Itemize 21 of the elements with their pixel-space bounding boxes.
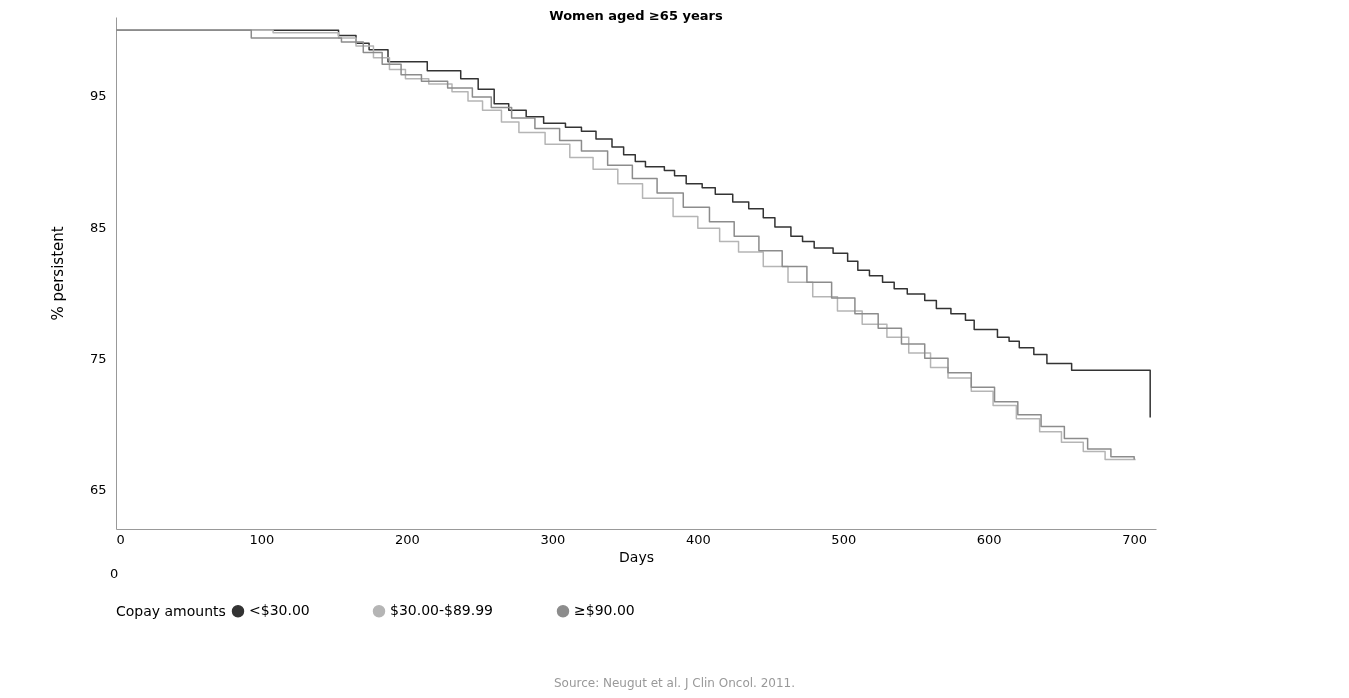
x-axis-title: Days xyxy=(619,548,654,565)
y-tick-label: 65 xyxy=(89,482,107,498)
legend-label: ≥$90.00 xyxy=(574,602,635,619)
source-note: Source: Neugut et al. J Clin Oncol. 2011. xyxy=(552,676,797,690)
x-tick-label: 300 xyxy=(540,531,566,547)
y-tick-label: 75 xyxy=(89,350,107,366)
y-axis-title: % persistent xyxy=(48,226,67,321)
chart-title: Women aged ≥65 years xyxy=(549,8,723,23)
x-tick-label: 600 xyxy=(976,531,1002,547)
y-tick-label: 85 xyxy=(89,219,107,235)
x-tick-label: 0 xyxy=(116,531,125,547)
legend-label: <$30.00 xyxy=(249,602,310,619)
text: 0 xyxy=(110,566,119,581)
x-tick-label: 500 xyxy=(831,531,857,547)
x-tick-label: 400 xyxy=(685,531,711,547)
x-tick-label: 700 xyxy=(1122,531,1148,547)
x-tick-label: 200 xyxy=(395,531,420,547)
y-tick-label: 95 xyxy=(89,88,107,104)
legend-title: Copay amounts xyxy=(116,603,226,619)
legend-label: $30.00-$89.99 xyxy=(390,602,494,619)
x-tick-label: 100 xyxy=(249,531,275,547)
